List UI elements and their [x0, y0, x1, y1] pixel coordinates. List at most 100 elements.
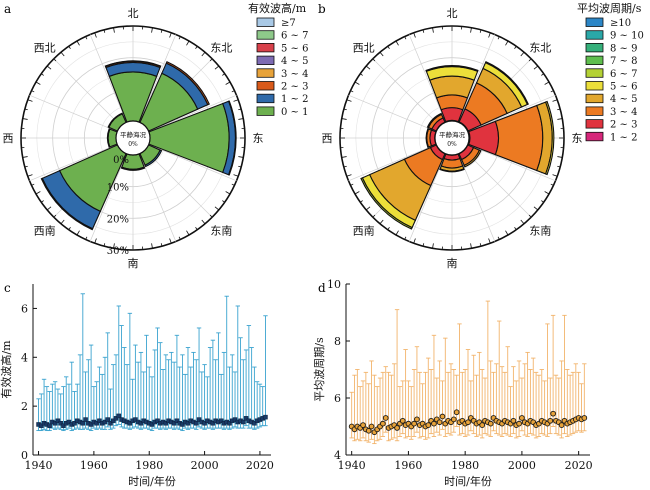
direction-label-5: 西南	[353, 224, 375, 237]
rose-segment	[425, 128, 430, 148]
legend-swatch	[585, 55, 604, 65]
rose-tick	[113, 27, 115, 33]
ring-label-2: 20%	[107, 214, 129, 225]
rose-tick	[35, 191, 41, 195]
direction-label-0: 北	[128, 7, 139, 20]
rose-tick	[41, 73, 44, 76]
data-point	[138, 420, 144, 426]
rose-tick	[222, 200, 225, 203]
data-point	[149, 422, 155, 427]
rose-tick	[372, 58, 376, 62]
direction-label-7: 西北	[34, 42, 56, 55]
panel-label-c: c	[4, 281, 11, 295]
rose-tick	[76, 40, 80, 46]
rose-tick	[35, 81, 41, 85]
rose-tick	[231, 183, 235, 186]
rose-spoke	[463, 149, 532, 218]
rose-tick	[520, 219, 525, 225]
legend-item-label: ≥7	[281, 18, 296, 29]
data-point	[425, 422, 432, 428]
rose-tick	[354, 81, 360, 85]
rose-tick	[350, 90, 354, 93]
data-point	[105, 417, 110, 422]
data-point	[227, 420, 232, 426]
panel-label-b: b	[318, 2, 326, 16]
rose-tick	[533, 206, 539, 211]
legend-item-label: 6 ~ 7	[610, 69, 637, 80]
rose-segment	[144, 149, 163, 168]
legend-swatch	[256, 68, 275, 78]
rose-direction-2	[148, 100, 237, 176]
rose-tick	[343, 165, 347, 168]
data-point	[116, 413, 122, 419]
legend-item-label: 0 ~ 1	[281, 107, 308, 118]
data-point	[380, 420, 386, 427]
rose-tick	[225, 81, 231, 85]
data-point	[111, 418, 116, 424]
rose-tick	[214, 206, 220, 211]
rose-tick	[404, 36, 407, 40]
rose-tick	[68, 46, 71, 49]
rose-tick	[53, 58, 57, 62]
rose-tick	[520, 51, 525, 57]
legend-swatch	[256, 43, 275, 53]
rose-tick	[346, 99, 352, 102]
x-tick-label: 2000	[508, 459, 536, 472]
rose-tick	[354, 191, 360, 195]
y-axis-title: 平均波周期/s	[313, 337, 326, 402]
rose-tick	[178, 236, 181, 240]
legend-item-label: 5 ~ 6	[610, 82, 637, 93]
rose-segment	[440, 107, 464, 123]
rose-tick	[68, 227, 71, 230]
rose-tick	[214, 65, 220, 70]
timeseries-wave-height: 0 2 4 6 1940 1960 1980 2000 2020 时间/年份 有效波高/m	[0, 284, 274, 488]
rose-tick	[552, 174, 558, 177]
rose-spoke	[148, 94, 237, 132]
y-tick-label: 6	[334, 392, 341, 405]
x-tick-label: 1980	[451, 459, 479, 472]
rose-tick	[557, 156, 563, 158]
data-point	[180, 422, 185, 427]
rose-tick	[557, 108, 561, 111]
rose-segment	[426, 112, 443, 129]
data-point	[174, 418, 180, 424]
data-point	[439, 413, 446, 420]
rose-tick	[533, 65, 539, 70]
rose-tick	[238, 156, 244, 158]
rose-segment	[40, 177, 94, 231]
rose-tick	[372, 214, 376, 218]
rose-tick	[85, 36, 88, 40]
x-axis-title: 时间/年份	[128, 474, 176, 488]
rose-tick	[85, 236, 88, 240]
rose-spoke	[144, 149, 213, 218]
legend-item-label: 5 ~ 6	[281, 43, 308, 54]
rose-tick	[365, 65, 371, 70]
rose-spoke	[139, 153, 177, 242]
rose-direction-2	[467, 100, 555, 176]
rose-tick	[160, 243, 163, 247]
data-point	[155, 418, 160, 424]
rose-segment	[104, 60, 162, 67]
data-point	[194, 420, 199, 426]
rose-tick	[470, 27, 472, 33]
rose-direction-6	[106, 128, 118, 148]
rose-segment	[360, 177, 413, 230]
rose-tick	[341, 156, 347, 158]
legend-item-label: 2 ~ 3	[281, 82, 308, 93]
data-point	[94, 420, 99, 426]
data-point	[519, 415, 525, 421]
rose-tick	[341, 118, 347, 120]
rose-tick	[178, 36, 181, 40]
data-point	[431, 420, 437, 427]
legend-item-label: 1 ~ 2	[281, 94, 308, 105]
legend-item-label: ≥10	[610, 18, 631, 29]
x-tick-label: 1940	[338, 459, 366, 472]
direction-label-0: 北	[447, 7, 458, 20]
direction-label-5: 西南	[34, 224, 56, 237]
data-point	[185, 420, 191, 426]
data-point	[58, 420, 63, 426]
rose-tick	[557, 118, 563, 120]
legend-item-label: 3 ~ 4	[610, 107, 637, 118]
data-point	[55, 418, 61, 424]
